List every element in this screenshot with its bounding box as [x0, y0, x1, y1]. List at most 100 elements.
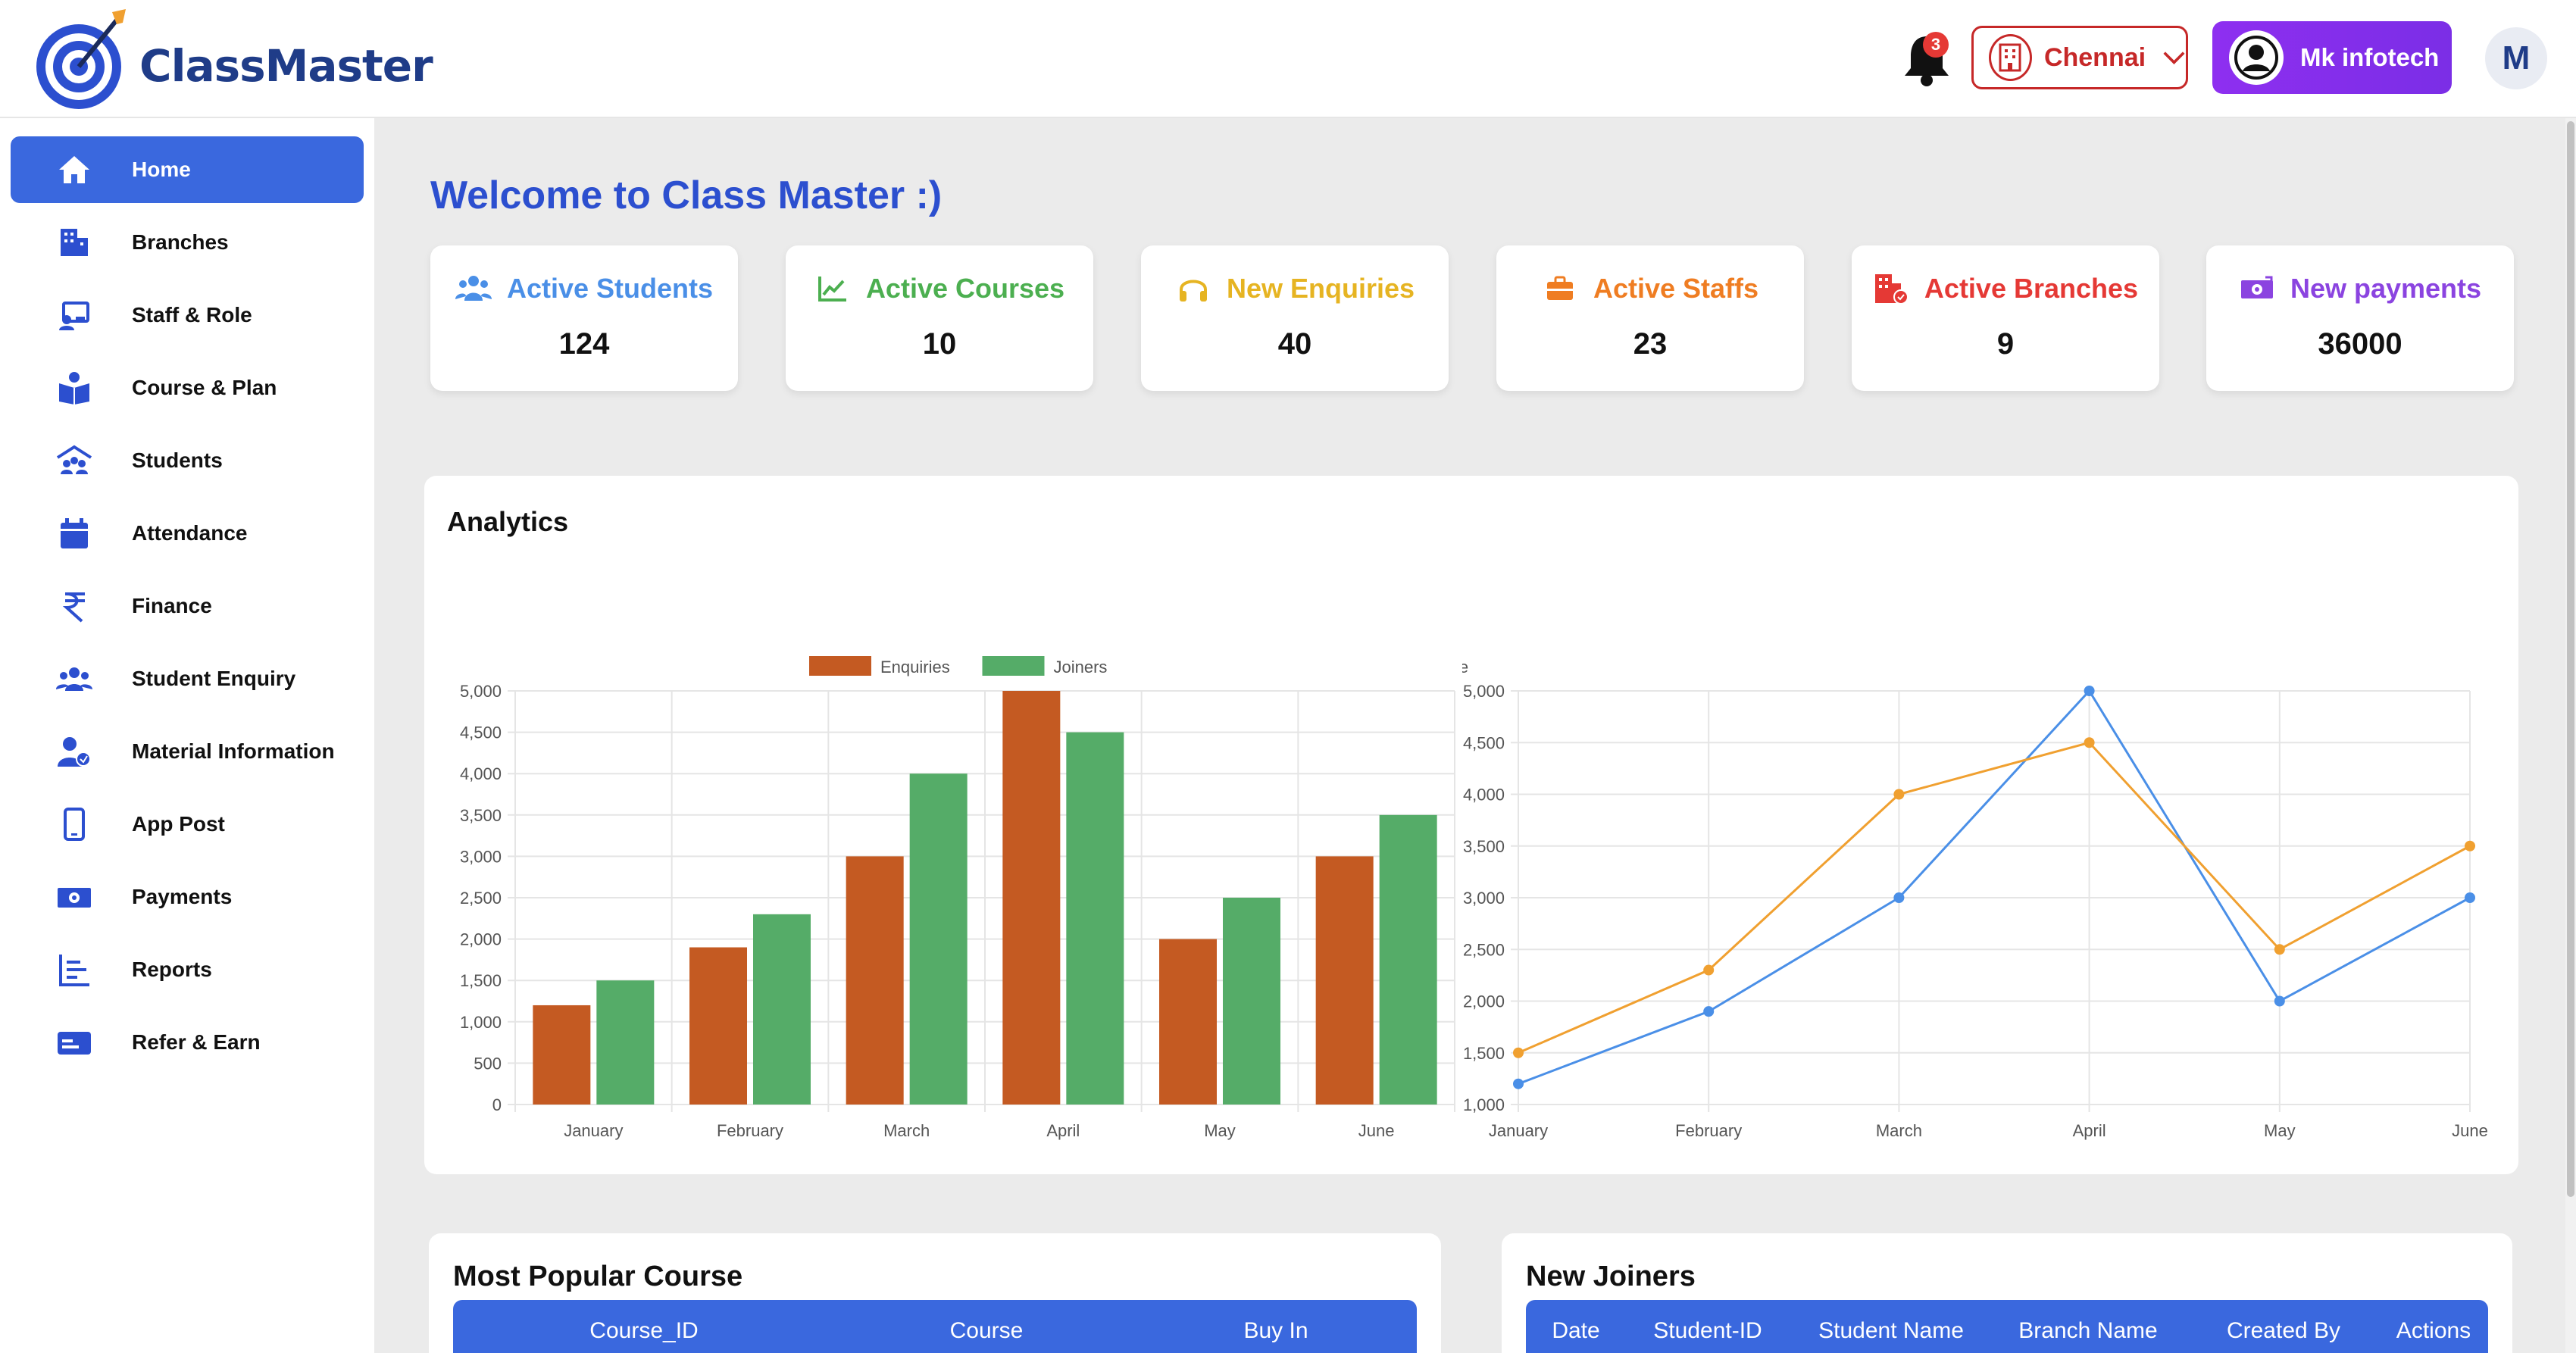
data-point: [2084, 686, 2095, 696]
y-tick-label: 4,000: [460, 764, 502, 783]
sidebar-item-attendance[interactable]: Attendance: [11, 500, 364, 567]
branch-name: Chennai: [2043, 42, 2146, 72]
line-chart: 1,000 1,500 2,000 2,500 3,000 3,500 4,000 4,500…: [1462, 658, 2488, 1140]
x-tick-label: May: [2264, 1121, 2296, 1140]
scrollbar-thumb[interactable]: [2567, 121, 2574, 1197]
x-tick-label: February: [717, 1121, 783, 1140]
sidebar-item-students[interactable]: Students: [11, 427, 364, 494]
chevron-down-icon: [2163, 52, 2185, 64]
y-tick-label: 1,500: [460, 971, 502, 990]
money-icon: [58, 888, 91, 908]
x-tick-label: April: [1046, 1121, 1080, 1140]
bar: [1066, 732, 1124, 1105]
bar-chart: 0 500 1,000 1,500 2,000 2,500 3,000 3,500 4,000 4…: [460, 656, 1455, 1140]
chart-line-icon: [814, 273, 851, 304]
y-tick-label: 1,500: [1463, 1044, 1505, 1063]
branch-select[interactable]: Chennai: [1971, 26, 2188, 89]
stat-value: 40: [1277, 327, 1312, 361]
mobile-icon: [64, 808, 85, 841]
column-header[interactable]: Branch Name: [2018, 1318, 2158, 1343]
stat-value: 124: [558, 327, 610, 361]
new-joiners-card: New Joiners Date Student-ID Student Name…: [1502, 1233, 2512, 1353]
bar: [689, 947, 747, 1105]
profile-name: Mk infotech: [2300, 43, 2440, 71]
bar: [1223, 898, 1280, 1105]
sidebar-item-refer-earn[interactable]: Refer & Earn: [11, 1009, 364, 1076]
popular-course-card: Most Popular Course Course_ID Course Buy…: [429, 1233, 1441, 1353]
stat-card-active-courses[interactable]: Active Courses 10: [786, 245, 1093, 391]
profile-button[interactable]: Mk infotech: [2212, 21, 2452, 94]
y-tick-label: 4,500: [460, 723, 502, 742]
bar: [596, 980, 655, 1105]
popular-course-table-header: Course_ID Course Buy In: [453, 1300, 1417, 1353]
enquiry-icon: [56, 667, 92, 691]
column-header[interactable]: Course_ID: [589, 1318, 699, 1343]
sidebar: Home Branches Staff & Role Course & Plan…: [0, 118, 374, 1353]
card-icon: [58, 1032, 91, 1055]
bar: [1159, 939, 1217, 1105]
stat-label: New payments: [2290, 273, 2482, 304]
column-header[interactable]: Buy In: [1243, 1318, 1308, 1343]
notification-badge: 3: [1923, 32, 1949, 58]
stat-card-new-enquiries[interactable]: New Enquiries 40: [1141, 245, 1449, 391]
data-point: [1703, 964, 1715, 976]
popular-course-title: Most Popular Course: [453, 1261, 743, 1292]
stat-card-active-branches[interactable]: Active Branches 9: [1852, 245, 2159, 391]
course-icon: [59, 372, 89, 405]
column-header[interactable]: Course: [949, 1318, 1024, 1343]
sidebar-item-app-post[interactable]: App Post: [11, 791, 364, 858]
stat-card-active-staffs[interactable]: Active Staffs 23: [1496, 245, 1804, 391]
series-line: [1518, 689, 2471, 1086]
stat-label: Active Branches: [1924, 273, 2139, 304]
sidebar-item-course-plan[interactable]: Course & Plan: [11, 355, 364, 421]
sidebar-item-student-enquiry[interactable]: Student Enquiry: [11, 645, 364, 712]
stat-card-active-students[interactable]: Active Students 124: [430, 245, 738, 391]
y-tick-label: 2,500: [1463, 940, 1505, 959]
column-header[interactable]: Student Name: [1818, 1318, 1964, 1343]
sidebar-item-staff-role[interactable]: Staff & Role: [11, 282, 364, 348]
stat-value: 36000: [2318, 327, 2402, 361]
data-point: [1893, 789, 1905, 800]
stat-label: Active Staffs: [1593, 273, 1759, 304]
y-tick-label: 2,500: [460, 889, 502, 908]
sidebar-item-payments[interactable]: Payments: [11, 864, 364, 930]
x-tick-label: January: [1489, 1121, 1548, 1140]
data-point: [2274, 995, 2285, 1007]
branches-icon: [61, 229, 88, 256]
sidebar-item-branches[interactable]: Branches: [11, 209, 364, 276]
legend-swatch: [982, 656, 1045, 676]
users-icon: [455, 273, 492, 304]
bar: [846, 856, 904, 1105]
column-header[interactable]: Date: [1552, 1318, 1600, 1343]
y-tick-label: 0: [492, 1095, 502, 1114]
sidebar-item-finance[interactable]: Finance: [11, 573, 364, 639]
y-tick-label: 4,500: [1463, 733, 1505, 752]
app-logo[interactable]: ClassMaster: [33, 8, 433, 112]
y-tick-label: 3,000: [460, 847, 502, 866]
column-header[interactable]: Created By: [2226, 1318, 2341, 1343]
column-header[interactable]: Actions: [2396, 1318, 2471, 1343]
sidebar-item-material-information[interactable]: Material Information: [11, 718, 364, 785]
new-joiners-table-header: Date Student-ID Student Name Branch Name…: [1526, 1300, 2488, 1353]
reports-icon: [59, 955, 89, 986]
bar: [533, 1005, 591, 1105]
legend-label: Enquiries: [880, 658, 950, 676]
y-tick-label: 500: [474, 1054, 502, 1073]
legend-label: Income: [1462, 658, 1468, 676]
sidebar-item-home[interactable]: Home: [11, 136, 364, 203]
y-tick-label: 5,000: [460, 682, 502, 701]
stat-value: 9: [1996, 327, 2015, 361]
bar: [753, 914, 811, 1105]
staff-icon: [59, 302, 89, 330]
column-header[interactable]: Student-ID: [1653, 1318, 1762, 1343]
avatar[interactable]: M: [2485, 27, 2547, 89]
sidebar-item-reports[interactable]: Reports: [11, 936, 364, 1003]
rupee-icon: [62, 592, 85, 623]
building-icon: [1873, 273, 1909, 305]
stat-card-new-payments[interactable]: New payments 36000: [2206, 245, 2514, 391]
data-point: [1513, 1047, 1524, 1058]
y-tick-label: 3,500: [460, 806, 502, 825]
stat-label: Active Students: [506, 273, 714, 304]
stat-value: 10: [922, 327, 957, 361]
bar: [1002, 691, 1061, 1105]
